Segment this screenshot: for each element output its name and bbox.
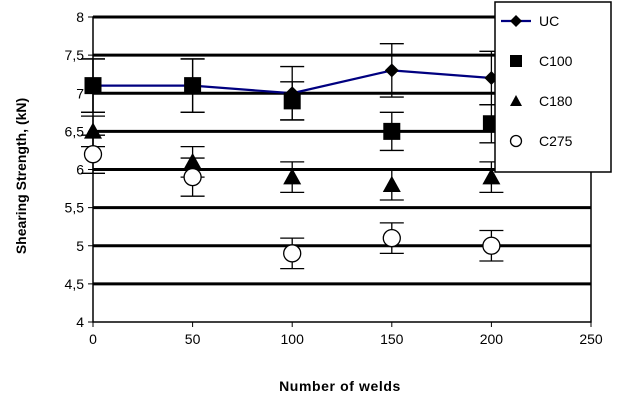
data-point (383, 122, 401, 140)
legend-item-uc: UC (501, 13, 559, 29)
data-point (382, 228, 401, 248)
x-axis-title: Number of welds (279, 378, 401, 394)
data-point (84, 122, 102, 139)
x-tick-label: 150 (380, 331, 404, 347)
legend-item-c275: C275 (509, 133, 573, 149)
data-point (184, 77, 202, 95)
legend-marker (510, 55, 522, 67)
y-tick-label: 6 (76, 162, 84, 178)
legend-label: C180 (539, 93, 573, 109)
x-tick-label: 200 (480, 331, 504, 347)
legend-item-c180: C180 (510, 93, 573, 109)
y-tick-label: 4 (76, 314, 84, 330)
y-tick-label: 7 (76, 85, 84, 101)
y-tick-labels: 4 4,5 5 5,5 6 6,5 7 7,5 8 (65, 9, 85, 330)
data-point (482, 168, 501, 185)
x-tick-labels: 0 50 100 150 200 250 (89, 331, 603, 347)
x-tick-label: 0 (89, 331, 97, 347)
legend-label: C100 (539, 53, 573, 69)
data-point (283, 244, 302, 263)
x-tick-label: 250 (579, 331, 603, 347)
legend-marker (510, 95, 522, 106)
legend-label: C275 (539, 133, 573, 149)
y-tick-label: 6,5 (65, 123, 85, 139)
y-tick-label: 8 (76, 9, 84, 25)
data-point (183, 167, 202, 187)
data-point (283, 168, 302, 185)
data-point (83, 145, 103, 164)
y-tick-label: 5,5 (65, 200, 85, 216)
y-axis-title: Shearing Strength, (kN) (13, 98, 29, 254)
series-c180 (81, 115, 504, 201)
x-tick-label: 100 (281, 331, 305, 347)
x-tick-label: 50 (185, 331, 201, 347)
legend-marker (510, 15, 522, 27)
series-c275 (81, 134, 504, 270)
data-point (283, 92, 301, 110)
legend-item-c100: C100 (510, 53, 573, 69)
legend-marker (509, 134, 523, 148)
data-point (482, 236, 501, 255)
legend: UC C100 C180 C275 (494, 1, 612, 173)
y-tick-label: 7,5 (65, 47, 85, 63)
series-layer (81, 43, 504, 270)
data-point (84, 77, 102, 95)
data-point (384, 63, 399, 78)
grid-lines (93, 15, 591, 286)
y-tick-label: 4,5 (65, 276, 85, 292)
data-point (382, 175, 401, 192)
y-tick-label: 5 (76, 238, 84, 254)
legend-label: UC (539, 13, 559, 29)
